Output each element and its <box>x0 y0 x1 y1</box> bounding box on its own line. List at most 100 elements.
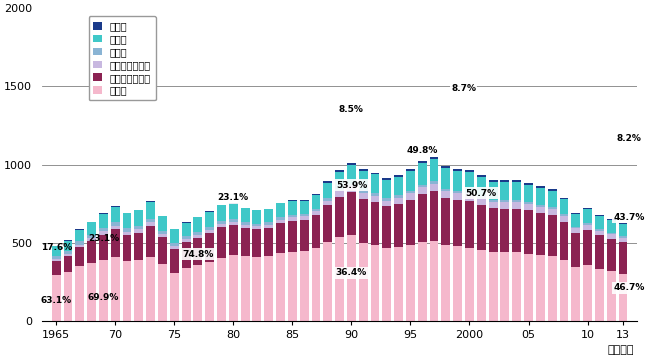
Bar <box>158 216 167 230</box>
Bar <box>418 161 426 163</box>
Bar <box>453 191 462 193</box>
Bar <box>135 233 143 260</box>
Bar <box>418 185 426 187</box>
Bar <box>512 209 521 252</box>
Bar <box>240 256 250 321</box>
Bar <box>205 211 214 212</box>
Bar <box>606 220 616 233</box>
Bar <box>146 227 155 257</box>
Text: 74.8%: 74.8% <box>182 250 214 258</box>
Bar <box>252 210 261 224</box>
Bar <box>335 191 344 197</box>
Bar <box>441 191 450 198</box>
Bar <box>323 242 332 321</box>
Bar <box>430 159 439 181</box>
Bar <box>619 223 627 224</box>
Bar <box>99 228 108 232</box>
Bar <box>205 227 214 230</box>
Bar <box>64 256 72 272</box>
Bar <box>240 228 250 256</box>
Bar <box>158 234 167 237</box>
Bar <box>311 211 320 215</box>
Bar <box>477 199 486 205</box>
Bar <box>406 169 415 171</box>
Bar <box>606 239 616 271</box>
Bar <box>252 257 261 321</box>
Bar <box>477 205 486 250</box>
Bar <box>571 214 580 227</box>
Bar <box>229 203 238 204</box>
Bar <box>111 207 120 223</box>
Bar <box>382 198 391 201</box>
Bar <box>300 216 309 220</box>
Bar <box>465 170 474 172</box>
Bar <box>418 187 426 194</box>
Bar <box>170 243 179 246</box>
Bar <box>619 242 627 274</box>
Bar <box>123 228 131 232</box>
Bar <box>370 202 380 245</box>
Bar <box>311 248 320 321</box>
Bar <box>335 197 344 237</box>
Bar <box>595 236 604 269</box>
Bar <box>64 241 72 251</box>
Bar <box>571 213 580 214</box>
Bar <box>619 238 627 242</box>
Bar <box>477 250 486 321</box>
Bar <box>500 200 510 202</box>
Bar <box>99 232 108 234</box>
Bar <box>170 246 179 249</box>
Bar <box>240 225 250 228</box>
Bar <box>87 235 96 238</box>
Bar <box>99 214 108 228</box>
Bar <box>311 209 320 211</box>
Bar <box>111 206 120 207</box>
Text: 36.4%: 36.4% <box>336 269 367 278</box>
Bar <box>111 229 120 257</box>
Bar <box>418 242 426 321</box>
Bar <box>111 226 120 229</box>
Bar <box>87 222 96 235</box>
Bar <box>252 229 261 257</box>
Bar <box>406 191 415 193</box>
Bar <box>524 204 533 210</box>
Bar <box>619 236 627 238</box>
Bar <box>453 193 462 200</box>
Bar <box>394 198 403 204</box>
Bar <box>288 217 297 221</box>
Bar <box>323 182 332 198</box>
Bar <box>146 257 155 321</box>
Bar <box>276 220 285 223</box>
Bar <box>300 251 309 321</box>
Bar <box>441 189 450 191</box>
Bar <box>524 202 533 204</box>
Text: 63.1%: 63.1% <box>40 296 72 305</box>
Bar <box>536 207 545 213</box>
Bar <box>300 200 309 201</box>
Bar <box>111 257 120 321</box>
Bar <box>135 226 143 229</box>
Bar <box>87 241 96 263</box>
Bar <box>606 234 616 239</box>
Bar <box>123 235 131 261</box>
Bar <box>571 233 580 267</box>
Bar <box>430 181 439 184</box>
Bar <box>500 180 510 182</box>
Bar <box>465 201 474 248</box>
Bar <box>359 193 368 199</box>
Text: 17.6%: 17.6% <box>40 243 72 252</box>
Bar <box>370 245 380 321</box>
Bar <box>583 230 592 265</box>
Bar <box>359 243 368 321</box>
Bar <box>323 198 332 201</box>
Text: 53.9%: 53.9% <box>336 181 367 190</box>
Bar <box>52 261 60 275</box>
Bar <box>560 198 568 199</box>
Bar <box>75 244 84 247</box>
Bar <box>99 260 108 321</box>
Bar <box>194 235 202 238</box>
Text: 43.7%: 43.7% <box>613 213 645 222</box>
Bar <box>194 238 202 265</box>
Bar <box>465 248 474 321</box>
Bar <box>181 239 190 242</box>
